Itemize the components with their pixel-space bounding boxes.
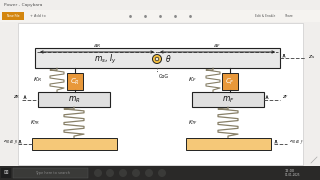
Bar (186, 138, 271, 150)
Bar (67, 73, 83, 90)
Bar (13, 168, 88, 178)
Text: 01-01-2025: 01-01-2025 (285, 173, 300, 177)
Bar (1, 168, 11, 178)
Text: $C_F$: $C_F$ (225, 76, 235, 87)
Text: $\theta$: $\theta$ (165, 53, 171, 64)
Text: $z_R$: $z_R$ (13, 94, 20, 102)
Circle shape (158, 169, 166, 177)
Text: $K_{TR}$: $K_{TR}$ (30, 119, 40, 127)
Text: 12:00: 12:00 (285, 169, 295, 173)
Text: Share: Share (285, 14, 294, 18)
Text: $z_{ROAD\_F}$: $z_{ROAD\_F}$ (289, 138, 304, 146)
Bar (38, 92, 110, 107)
Text: ⬤: ⬤ (128, 14, 132, 18)
Bar (0, 10, 320, 22)
Bar (32, 138, 117, 150)
Text: $m_R$: $m_R$ (68, 94, 80, 105)
Text: $z_s$: $z_s$ (308, 53, 315, 61)
Circle shape (94, 169, 102, 177)
Text: CoG: CoG (159, 74, 169, 79)
Text: $K_{TF}$: $K_{TF}$ (188, 119, 198, 127)
Bar (0, 0, 320, 10)
Bar (2, 12, 24, 20)
Bar (192, 92, 264, 107)
Text: New File: New File (7, 14, 19, 18)
Circle shape (153, 55, 162, 64)
Text: $z_{ROAD\_R}$: $z_{ROAD\_R}$ (3, 138, 18, 146)
Text: ⬤: ⬤ (143, 14, 147, 18)
Text: ⬤: ⬤ (158, 14, 162, 18)
Text: $m_F$: $m_F$ (222, 94, 234, 105)
Circle shape (132, 169, 140, 177)
Text: $K_F$: $K_F$ (188, 76, 197, 84)
Text: Power - Capybara: Power - Capybara (4, 3, 42, 7)
Circle shape (145, 169, 153, 177)
Circle shape (119, 169, 127, 177)
Text: $C_R$: $C_R$ (70, 76, 80, 87)
Text: $a_F$: $a_F$ (213, 43, 222, 51)
Text: ⊞: ⊞ (4, 170, 8, 175)
Text: $m_s$, $I_y$: $m_s$, $I_y$ (93, 52, 116, 66)
Text: + Add to: + Add to (30, 14, 46, 18)
Text: Type here to search: Type here to search (35, 171, 69, 175)
Text: ⬤: ⬤ (188, 14, 192, 18)
Text: $z_F$: $z_F$ (282, 94, 289, 102)
Text: $a_R$: $a_R$ (93, 43, 101, 51)
Bar (222, 73, 238, 90)
Circle shape (155, 57, 159, 61)
Text: ⬤: ⬤ (173, 14, 177, 18)
Bar (0, 166, 320, 180)
Bar (18, 23, 303, 165)
Text: Edit & Enable: Edit & Enable (255, 14, 276, 18)
Circle shape (106, 169, 114, 177)
Text: $K_R$: $K_R$ (33, 76, 42, 84)
Bar (35, 48, 280, 68)
